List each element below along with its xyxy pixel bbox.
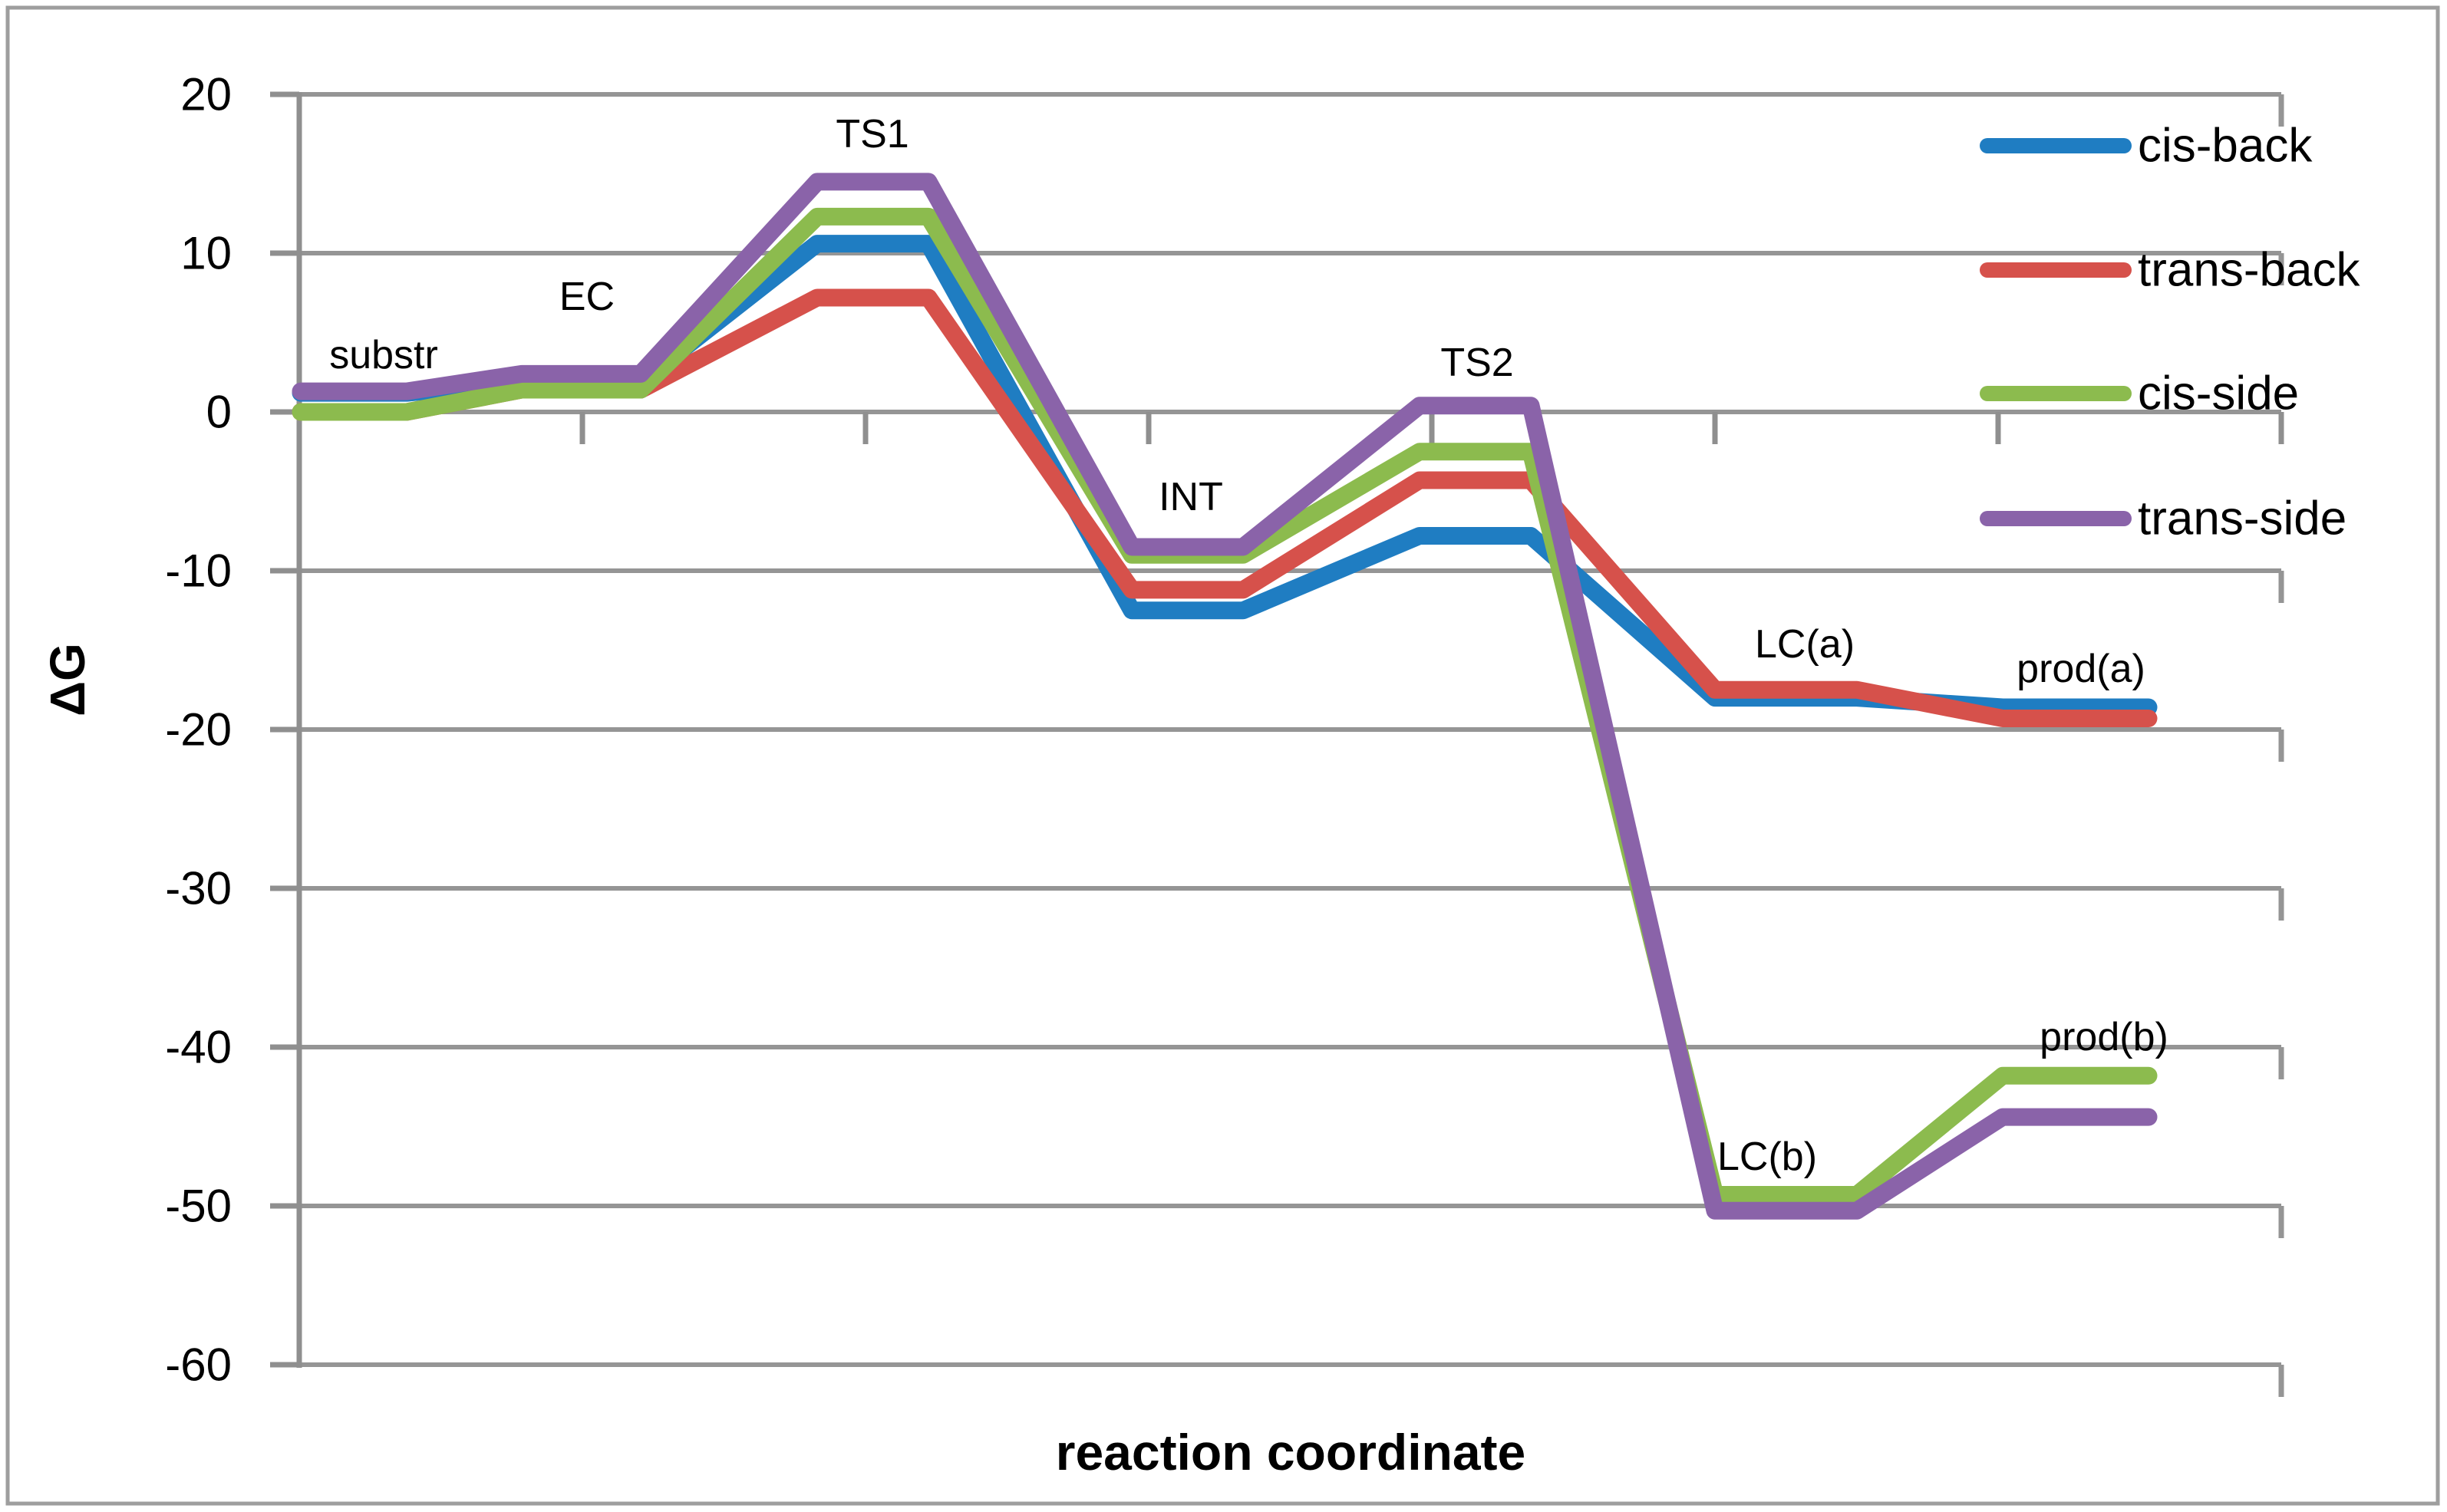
ytick-label: -20: [165, 704, 232, 756]
stage-label-EC: EC: [559, 275, 615, 319]
ytick-label: -10: [165, 545, 232, 597]
stage-label-TS1: TS1: [836, 112, 909, 156]
series-line-trans-side: [292, 173, 2158, 1220]
legend: cis-back trans-back cis-side trans-side: [1980, 120, 2360, 545]
ytick-labels-group: 20 10 0 -10 -20 -30 -40 -50 -60: [165, 69, 232, 1391]
stage-label-proda: prod(a): [2017, 647, 2145, 691]
stage-label-LCa: LC(a): [1755, 622, 1855, 667]
ytick-label: 20: [180, 69, 232, 120]
ytick-label: 0: [206, 387, 232, 438]
stage-label-substr: substr: [329, 333, 438, 377]
stage-label-LCb: LC(b): [1717, 1135, 1817, 1179]
figure-border: [5, 5, 2440, 1506]
stage-label-TS2: TS2: [1440, 341, 1513, 385]
ytick-label: -60: [165, 1339, 232, 1391]
ytick-label: -50: [165, 1181, 232, 1232]
x-axis-title: reaction coordinate: [1056, 1424, 1525, 1481]
legend-label-trans-side: trans-side: [2138, 492, 2346, 545]
ytick-label: -30: [165, 863, 232, 914]
legend-label-trans-back: trans-back: [2138, 244, 2360, 297]
ytick-label: -40: [165, 1022, 232, 1073]
y-axis-title: ΔG: [40, 643, 95, 716]
stage-label-INT: INT: [1159, 475, 1223, 519]
ytick-label: 10: [180, 228, 232, 279]
legend-label-cis-back: cis-back: [2138, 120, 2313, 173]
annotations-group: substr EC TS1 INT TS2 LC(a) prod(a) LC(b) prod(b…: [329, 112, 2168, 1179]
stage-label-prodb: prod(b): [2040, 1015, 2168, 1059]
series-line-trans-back: [292, 288, 2158, 728]
gridlines-group: [270, 91, 2284, 1397]
series-group: [292, 173, 2158, 1220]
legend-label-cis-side: cis-side: [2138, 367, 2299, 420]
